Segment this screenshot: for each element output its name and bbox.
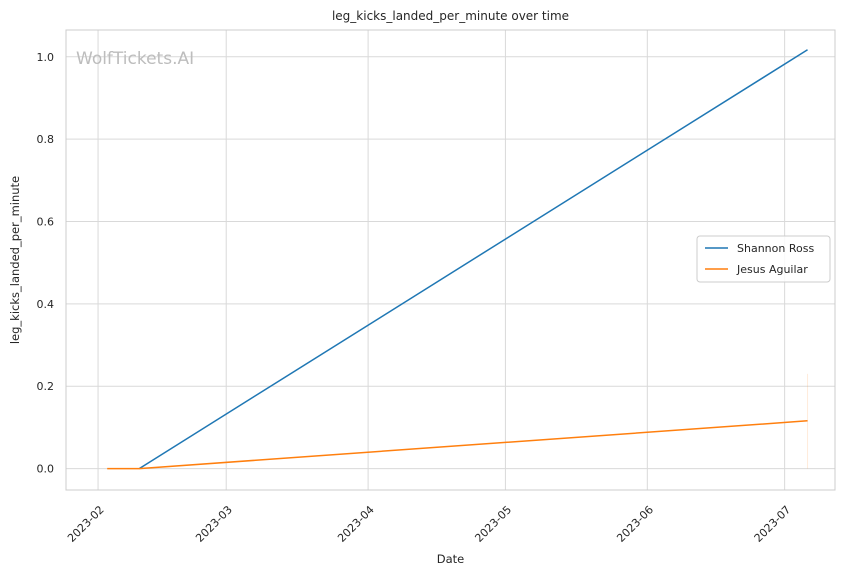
y-tick-label: 0.6: [37, 215, 55, 228]
y-axis-label: leg_kicks_landed_per_minute: [8, 176, 22, 344]
y-tick-label: 0.8: [37, 133, 55, 146]
y-tick-label: 0.2: [37, 380, 55, 393]
legend-label: Jesus Aguilar: [736, 263, 808, 276]
y-tick-label: 1.0: [37, 51, 55, 64]
series-line: [138, 49, 808, 470]
y-tick-label: 0.0: [37, 463, 55, 476]
x-axis-label: Date: [437, 552, 465, 566]
grid: [66, 30, 835, 490]
legend-label: Shannon Ross: [737, 242, 814, 255]
series-line: [107, 420, 808, 470]
series-layer: [107, 49, 809, 470]
legend-box: [696, 235, 831, 283]
chart-title: leg_kicks_landed_per_minute over time: [332, 9, 569, 23]
legend: Shannon Ross Jesus Aguilar: [696, 235, 831, 283]
watermark: WolfTickets.AI: [76, 49, 194, 69]
y-tick-label: 0.4: [37, 298, 55, 311]
plot-frame: [65, 29, 836, 491]
